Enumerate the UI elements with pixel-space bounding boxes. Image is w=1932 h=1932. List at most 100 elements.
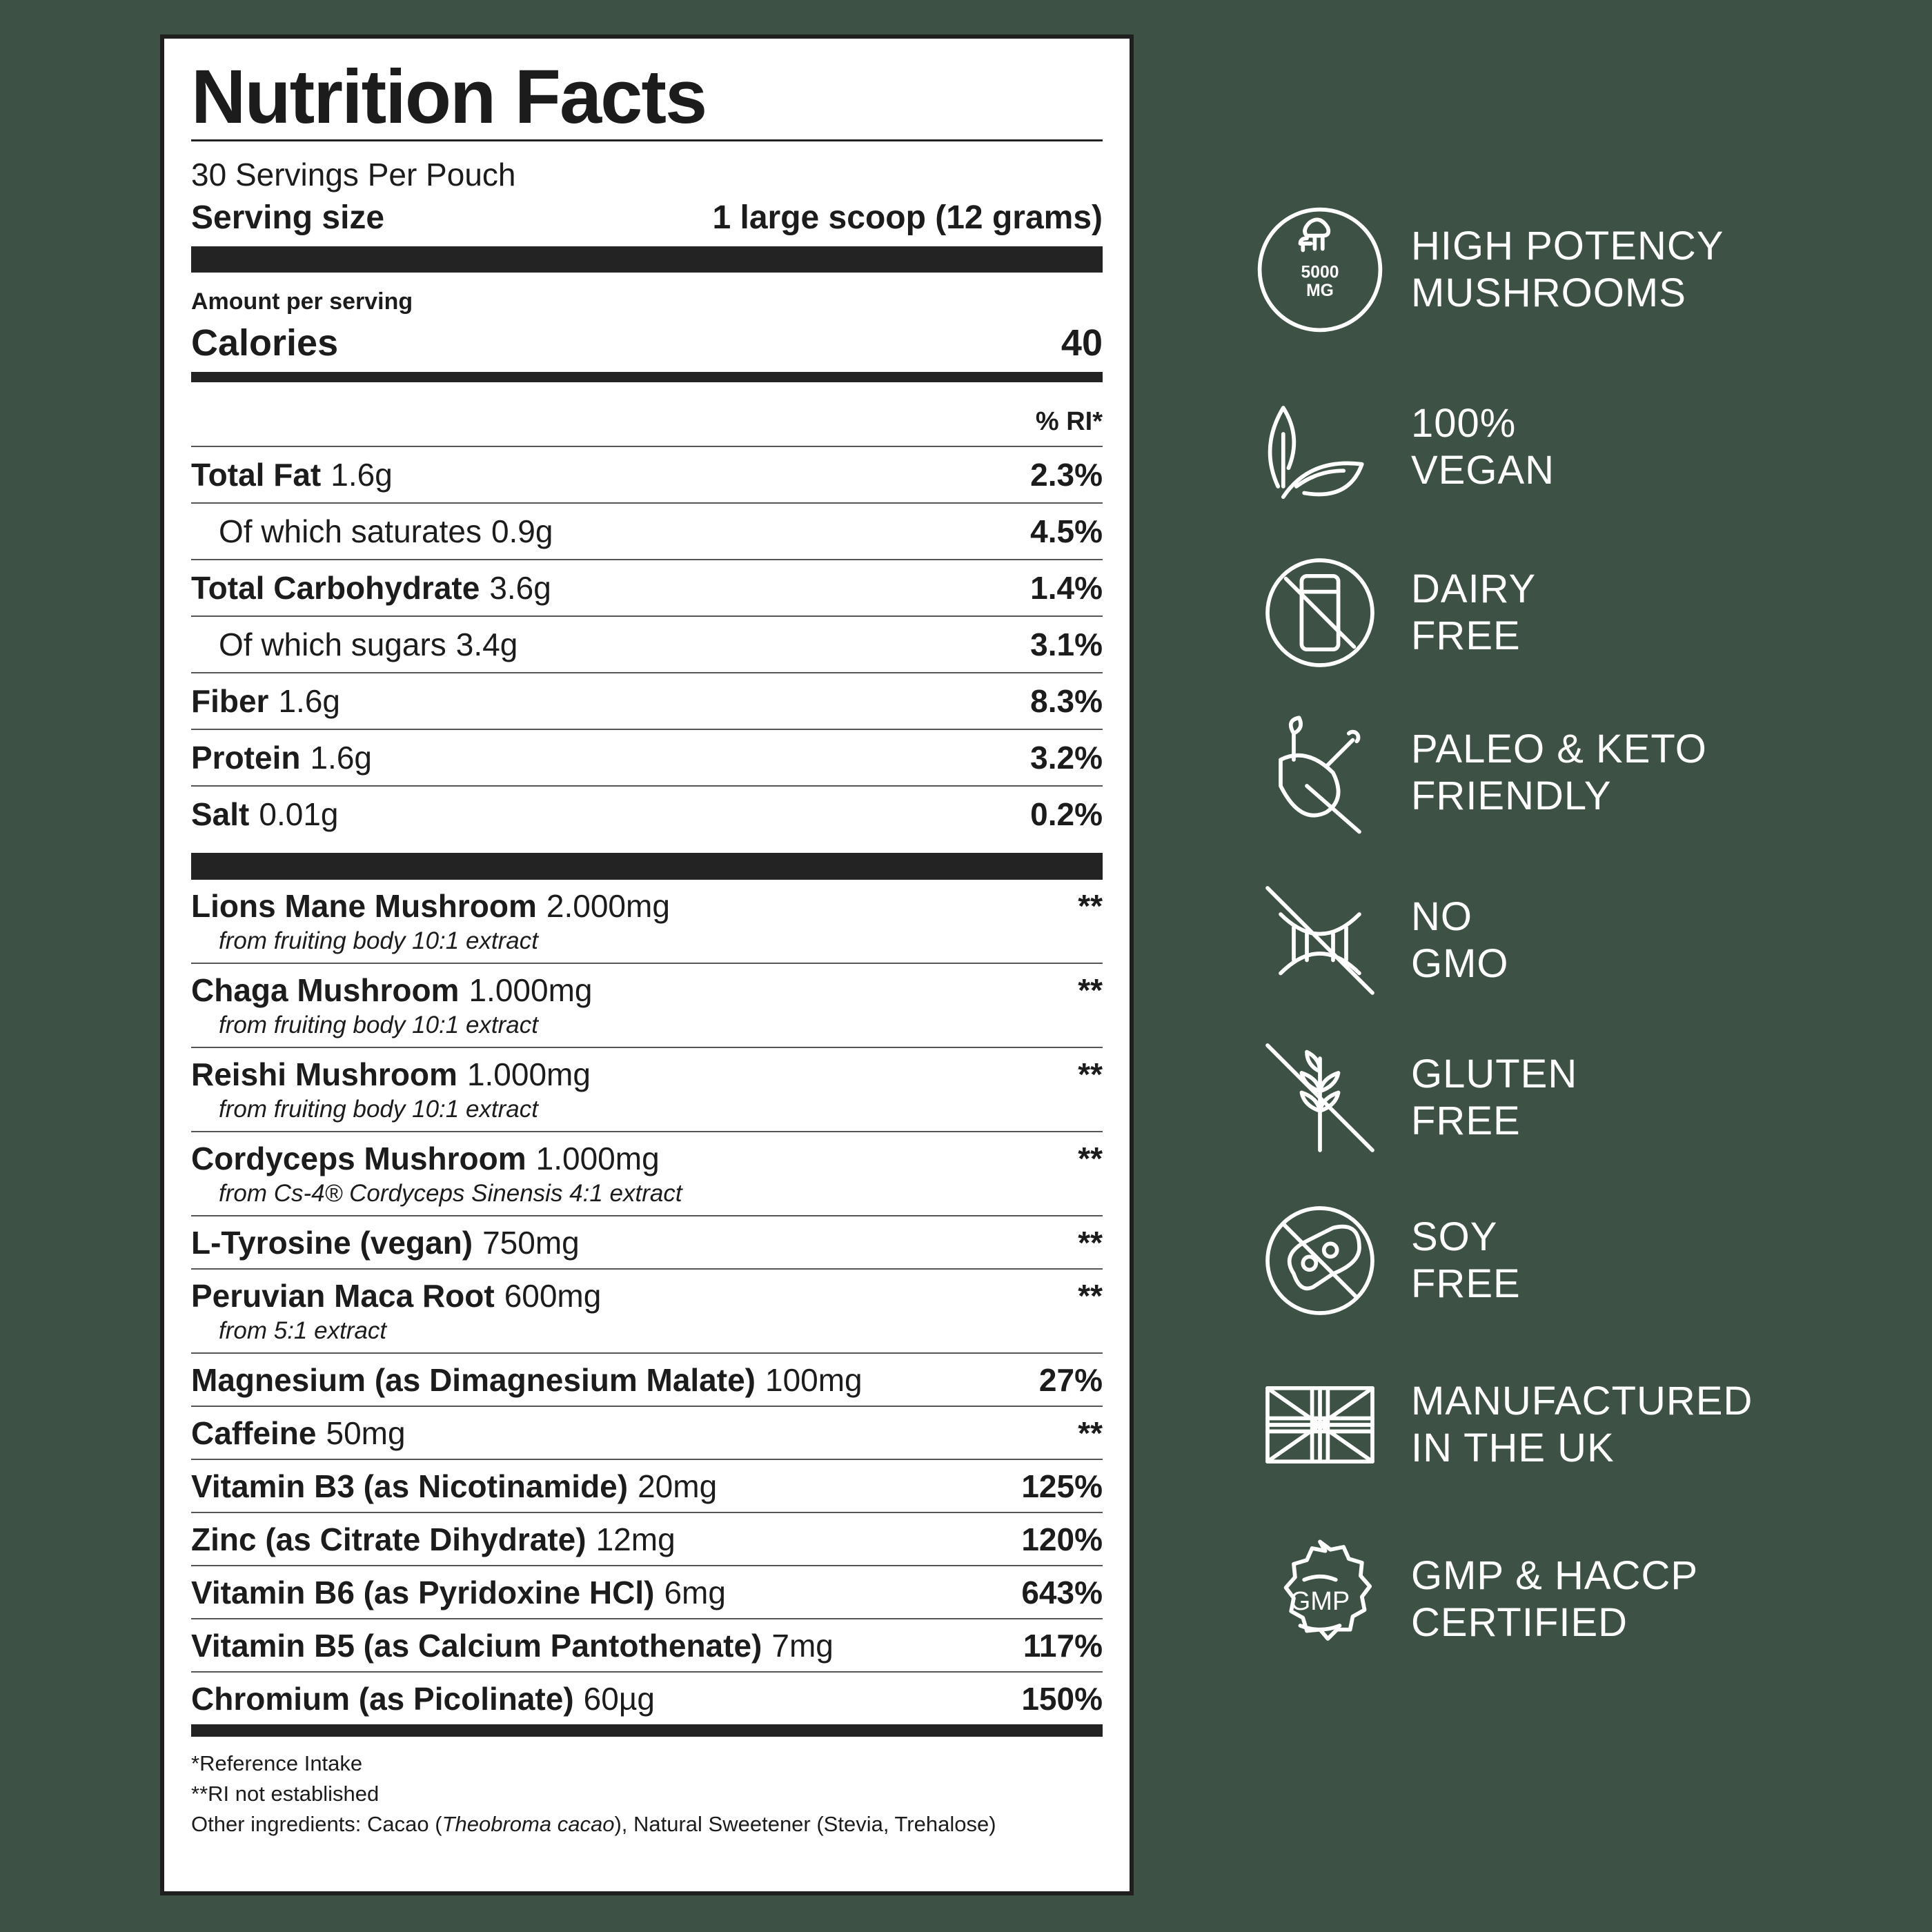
claim-line-1: MANUFACTURED [1411, 1379, 1753, 1423]
nutrient-row: Total Carbohydrate 3.6g 1.4% [191, 560, 1103, 617]
ingredient-amount: 60µg [583, 1680, 655, 1717]
claim-line-2: VEGAN [1411, 448, 1555, 493]
nutrient-row: Of which sugars 3.4g 3.1% [191, 617, 1103, 673]
claim-line-2: GMO [1411, 941, 1509, 986]
ingredient-source: from fruiting body 10:1 extract [219, 927, 538, 954]
nutrient-amount: 0.9g [491, 513, 553, 549]
claim-line-2: FREE [1411, 1261, 1521, 1306]
ingredient-amount: 20mg [638, 1468, 718, 1504]
nutrient-row: Fiber 1.6g 8.3% [191, 673, 1103, 730]
ingredient-ri: 150% [1021, 1680, 1103, 1717]
claim-item: SOY FREE [1254, 1192, 1875, 1330]
claim-item: 100% VEGAN [1254, 378, 1875, 516]
meat-leg-icon [1279, 716, 1361, 834]
nutrient-ri: 4.5% [1030, 513, 1103, 549]
ingredient-ri: 27% [1038, 1361, 1103, 1398]
claim-line-1: SOY [1411, 1214, 1498, 1259]
servings-per-pouch: 30 Servings Per Pouch [191, 157, 516, 193]
nutrient-amount: 0.01g [259, 796, 339, 832]
ingredient-row: Magnesium (as Dimagnesium Malate) 100mg 27… [191, 1354, 1103, 1407]
ingredient-name: Vitamin B3 (as Nicotinamide) [191, 1468, 629, 1504]
ingredient-name: Vitamin B5 (as Calcium Pantothenate) [191, 1627, 762, 1664]
ingredient-row: Chromium (as Picolinate) 60µg 150% [191, 1673, 1103, 1724]
ingredient-ri: ** [1078, 1414, 1103, 1451]
nutrient-amount: 3.6g [489, 570, 551, 606]
serving-size: Serving size 1 large scoop (12 grams) [191, 199, 1103, 237]
nutrient-name: Salt [191, 796, 250, 832]
nutrient-name: Total Fat [191, 457, 322, 493]
nutrient-ri: 3.1% [1030, 627, 1103, 662]
ingredient-name: Peruvian Maca Root [191, 1278, 495, 1314]
nutrient-name: Of which sugars [219, 627, 446, 662]
ingredient-ri: ** [1078, 1141, 1103, 1176]
calories-value: 40 [1061, 322, 1103, 364]
nutrient-name: Fiber [191, 683, 269, 719]
nutrient-row: Salt 0.01g 0.2% [191, 787, 1103, 842]
ingredient-row: Caffeine 50mg ** [191, 1407, 1103, 1460]
ingredient-ri: 125% [1021, 1468, 1103, 1504]
svg-text:GMP: GMP [1290, 1587, 1350, 1616]
no-soy-icon [1265, 1206, 1374, 1315]
claim-item: GMP GMP & HACCP CERTIFIED [1254, 1530, 1875, 1668]
nutrient-amount: 1.6g [331, 457, 393, 493]
nutrient-ri: 8.3% [1030, 683, 1103, 719]
ri-header-label: % RI* [1035, 406, 1103, 436]
ingredient-ri: ** [1078, 1224, 1103, 1261]
ingredient-name: Cordyceps Mushroom [191, 1141, 526, 1176]
ingredient-amount: 750mg [482, 1224, 580, 1261]
claim-line-2: MUSHROOMS [1411, 270, 1686, 315]
ingredient-row: Lions Mane Mushroom 2.000mg ** from fruitin… [191, 880, 1103, 964]
nutrient-ri: 0.2% [1030, 796, 1103, 832]
claim-item: DAIRY FREE [1254, 544, 1875, 682]
ingredient-amount: 12mg [595, 1521, 676, 1557]
claim-item: MANUFACTURED IN THE UK [1254, 1356, 1875, 1494]
claim-line-1: NO [1411, 894, 1472, 939]
no-wheat-icon [1265, 1043, 1374, 1152]
nutrient-amount: 1.6g [310, 740, 372, 776]
claim-line-1: HIGH POTENCY [1411, 224, 1724, 268]
nutrient-list: Total Fat 1.6g 2.3% Of which saturates 0.9g 4… [191, 447, 1103, 842]
page-title: Nutrition Facts [191, 55, 707, 139]
svg-text:MG: MG [1306, 282, 1334, 300]
footnote-ri: *Reference Intake [191, 1751, 363, 1775]
ingredient-ri: 117% [1023, 1627, 1103, 1664]
ingredient-name: Vitamin B6 (as Pyridoxine HCl) [191, 1574, 655, 1610]
nutrient-ri: 1.4% [1030, 570, 1103, 606]
divider [191, 139, 1103, 141]
ingredient-list: Lions Mane Mushroom 2.000mg ** from fruitin… [191, 880, 1103, 1724]
other-ingredients: Other ingredients: Cacao (Theobroma caca… [191, 1812, 996, 1836]
ingredient-ri: ** [1078, 1278, 1103, 1314]
footnotes: *Reference Intake **RI not established O… [191, 1748, 1103, 1840]
ingredient-amount: 50mg [326, 1414, 406, 1451]
nutrient-amount: 3.4g [455, 627, 518, 662]
thick-divider [191, 853, 1103, 880]
ingredient-name: Reishi Mushroom [191, 1056, 457, 1092]
claim-line-1: DAIRY [1411, 566, 1537, 611]
ingredient-amount: 7mg [771, 1627, 834, 1664]
claim-line-1: GLUTEN [1411, 1052, 1578, 1096]
ingredient-row: L-Tyrosine (vegan) 750mg ** [191, 1216, 1103, 1270]
ingredient-ri: 643% [1021, 1574, 1103, 1610]
ingredient-source: from Cs-4® Cordyceps Sinensis 4:1 extrac… [219, 1180, 682, 1207]
amount-per-serving: Amount per serving [191, 288, 413, 315]
ingredient-name: Lions Mane Mushroom [191, 888, 537, 924]
claim-line-2: IN THE UK [1411, 1426, 1615, 1470]
ingredient-amount: 600mg [504, 1278, 602, 1314]
ingredient-amount: 100mg [765, 1361, 862, 1398]
calories-label: Calories [191, 322, 339, 364]
ingredient-name: Caffeine [191, 1414, 317, 1451]
nutrient-name: Protein [191, 740, 301, 776]
leaf-icon [1268, 406, 1364, 500]
gmp-seal-icon: GMP [1283, 1539, 1372, 1641]
ingredient-row: Peruvian Maca Root 600mg ** from 5:1 extrac… [191, 1270, 1103, 1354]
nutrition-facts-panel: Nutrition Facts 30 Servings Per Pouch Se… [160, 34, 1134, 1895]
ingredient-row: Chaga Mushroom 1.000mg ** from fruiting bod… [191, 964, 1103, 1048]
ingredient-row: Zinc (as Citrate Dihydrate) 12mg 120% [191, 1513, 1103, 1566]
ingredient-amount: 1.000mg [466, 1056, 591, 1092]
ingredient-name: L-Tyrosine (vegan) [191, 1224, 473, 1261]
calories-row: Calories 40 [191, 322, 1103, 364]
ingredient-row: Vitamin B6 (as Pyridoxine HCl) 6mg 643% [191, 1566, 1103, 1619]
claim-item: GLUTEN FREE [1254, 1029, 1875, 1167]
claim-line-2: FREE [1411, 613, 1521, 658]
